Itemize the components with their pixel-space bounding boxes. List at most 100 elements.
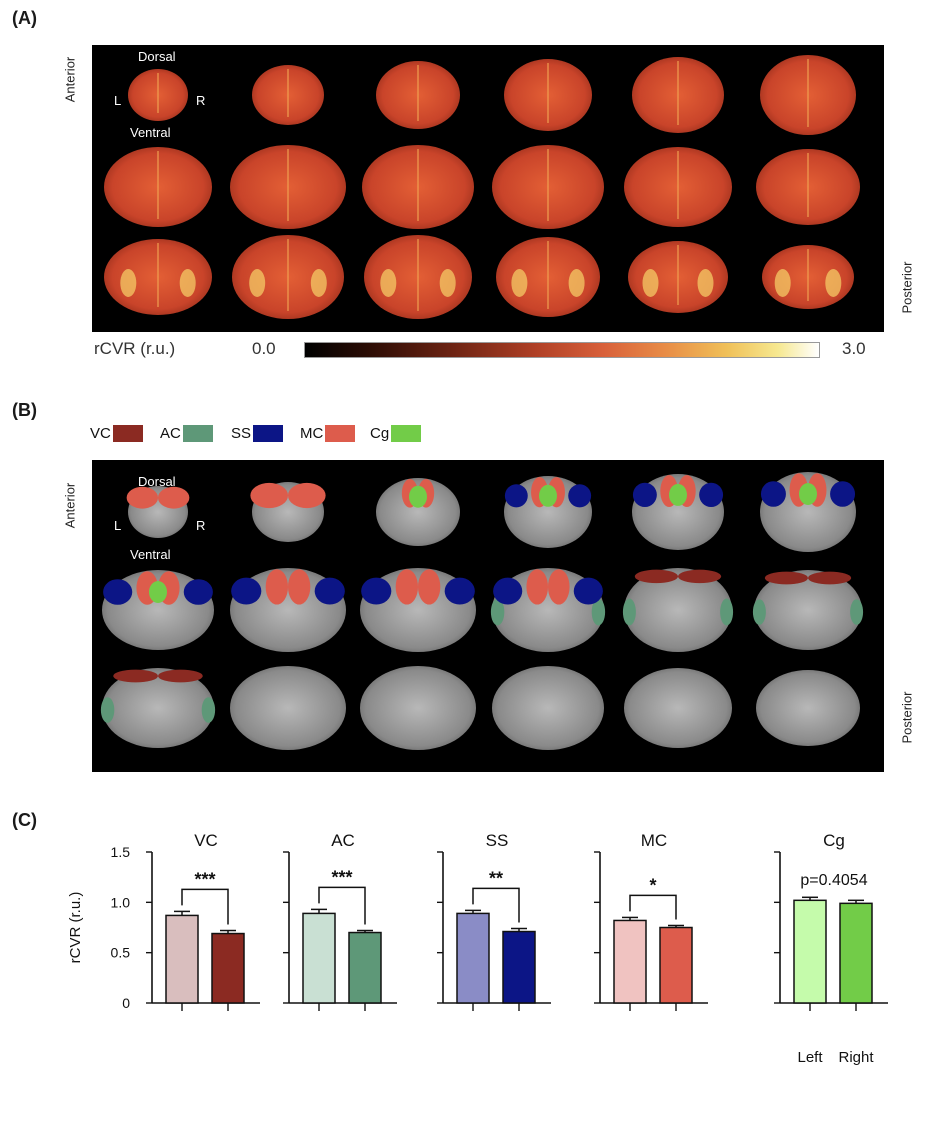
bar-left — [456, 912, 490, 1004]
mri-slice — [230, 666, 346, 750]
dorsal-label-b: Dorsal — [138, 474, 176, 489]
hippocampus-highlight — [568, 269, 585, 297]
dorsal-label-a: Dorsal — [138, 49, 176, 64]
roi-ss — [830, 481, 856, 507]
roi-ss — [444, 577, 475, 605]
mri-slice — [376, 478, 460, 546]
colorbar-min: 0.0 — [252, 339, 276, 358]
left-label-a: L — [114, 93, 122, 108]
hippocampus-highlight — [310, 269, 327, 297]
legend-vc: VC — [90, 425, 143, 442]
bar-right — [211, 932, 245, 1004]
roi-ss — [760, 481, 786, 507]
mri-slice — [624, 668, 732, 748]
legend-cg: Cg — [370, 425, 422, 442]
roi-ac — [622, 598, 636, 626]
roi-mc — [418, 569, 441, 605]
hippocampus-highlight — [825, 269, 842, 297]
chart-title: VC — [194, 831, 218, 850]
colorbar-max: 3.0 — [842, 339, 866, 358]
roi-ac — [490, 598, 505, 626]
y-tick-label: 0 — [122, 995, 130, 1011]
significance-stars: ** — [489, 868, 503, 888]
legend-ss-label: SS — [231, 425, 252, 442]
legend-cg-swatch — [391, 425, 422, 442]
roi-ac — [752, 599, 766, 625]
roi-brain-slices — [100, 472, 864, 750]
roi-ss — [568, 484, 592, 508]
ventral-label-a: Ventral — [130, 125, 171, 140]
roi-ss — [183, 579, 213, 605]
roi-mc — [395, 569, 418, 605]
legend-ss: SS — [231, 425, 284, 442]
bar-left — [793, 899, 827, 1004]
left-label-b: L — [114, 518, 122, 533]
y-tick-label: 1.5 — [111, 844, 131, 860]
roi-vc — [158, 669, 203, 683]
roi-mc — [526, 569, 548, 605]
roi-ac — [100, 697, 115, 723]
significance-bracket — [629, 894, 677, 920]
mri-slice — [754, 570, 862, 650]
roi-mc — [250, 482, 288, 509]
chart-title: MC — [641, 831, 667, 850]
panel-label-c: (C) — [12, 810, 37, 830]
legend-cg-label: Cg — [370, 425, 390, 442]
mri-slice — [102, 668, 214, 748]
chart-ac: AC *** — [283, 831, 397, 1011]
roi-ss — [699, 482, 724, 508]
roi-mc — [548, 569, 570, 605]
roi-ac — [201, 697, 216, 723]
roi-map-panel: Dorsal L R Ventral — [92, 460, 884, 772]
x-tick-label: Left — [797, 1049, 823, 1066]
bar-left — [613, 919, 647, 1004]
hippocampus-highlight — [511, 269, 528, 297]
hippocampus-highlight — [380, 269, 397, 297]
roi-ss — [103, 579, 133, 605]
panel-label-a: (A) — [12, 8, 37, 28]
mri-slice — [492, 666, 604, 750]
significance-stars: *** — [331, 867, 352, 887]
legend-ac: AC — [160, 425, 213, 442]
bar-left — [165, 914, 199, 1004]
mri-slice — [756, 670, 860, 746]
significance-stars: *** — [194, 869, 215, 889]
roi-ss — [314, 577, 345, 605]
chart-title: SS — [486, 831, 509, 850]
legend-mc-swatch — [325, 425, 356, 442]
colorbar-gradient — [304, 342, 820, 358]
chart-title: Cg — [823, 831, 845, 850]
rcvr-map-panel: Dorsal L R Ventral — [92, 45, 884, 332]
roi-cg — [409, 485, 427, 508]
roi-ss — [361, 577, 392, 605]
y-tick-label: 0.5 — [111, 945, 131, 961]
y-tick-label: 1.0 — [111, 894, 131, 910]
chart-mc: MC * — [594, 831, 708, 1011]
roi-cg — [539, 484, 557, 507]
colorbar-label: rCVR (r.u.) — [94, 339, 176, 358]
roi-mc — [288, 482, 326, 509]
roi-ac — [850, 599, 864, 625]
significance-bracket — [472, 887, 520, 923]
bar-right — [348, 931, 382, 1004]
roi-mc — [288, 569, 311, 605]
significance-bracket — [181, 888, 229, 925]
roi-vc — [113, 669, 158, 683]
significance-bracket — [318, 886, 366, 925]
roi-vc — [764, 571, 809, 585]
hippocampus-highlight — [439, 269, 456, 297]
hippocampus-highlight — [642, 269, 659, 297]
x-tick-label: Right — [838, 1049, 874, 1066]
legend-vc-swatch — [112, 425, 143, 442]
chart-title: AC — [331, 831, 355, 850]
right-label-b: R — [196, 518, 206, 533]
bar-right — [839, 902, 873, 1004]
roi-vc — [678, 569, 722, 584]
hippocampus-highlight — [774, 269, 791, 297]
roi-vc — [808, 571, 852, 585]
legend-mc: MC — [300, 425, 356, 442]
mri-slice — [624, 568, 732, 652]
roi-mc — [158, 486, 190, 509]
right-label-a: R — [196, 93, 206, 108]
roi-ss — [504, 484, 528, 508]
